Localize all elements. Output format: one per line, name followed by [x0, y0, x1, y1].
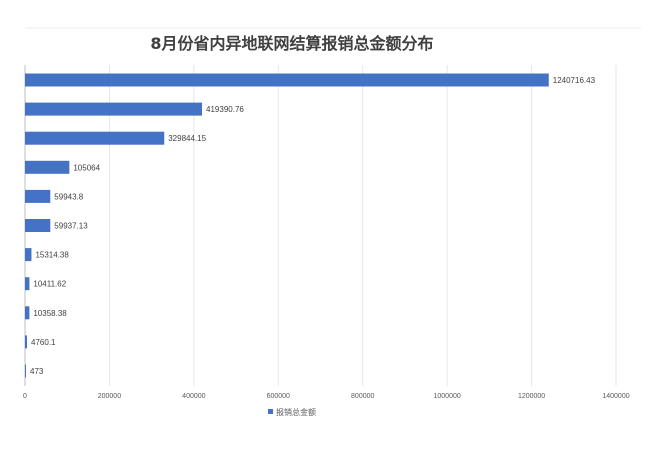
bar: [25, 248, 32, 262]
x-tick-label: 400000: [182, 393, 205, 400]
x-tick-label: 600000: [267, 393, 290, 400]
data-label: 1240716.43: [553, 76, 596, 85]
data-label: 10411.62: [33, 280, 66, 289]
x-tick-label: 800000: [351, 393, 374, 400]
gridlines: [24, 27, 641, 386]
bar: [25, 335, 28, 349]
x-axis-ticks: 0 200000 400000 600000 800000 1000000 1200000 1…: [23, 393, 630, 400]
bar: [25, 102, 203, 116]
bars: 1240716.43 419390.76 329844.15 105064 59943.…: [25, 73, 596, 378]
x-tick-label: 200000: [98, 393, 121, 400]
data-label: 4760.1: [31, 338, 56, 347]
x-tick-label: 1200000: [518, 393, 545, 400]
legend-swatch: [268, 409, 273, 414]
x-tick-label: 1400000: [602, 393, 629, 400]
data-label: 15314.38: [35, 251, 69, 260]
bar: [25, 277, 30, 291]
bar: [25, 160, 70, 174]
data-label: 59943.8: [54, 192, 83, 201]
x-tick-label: 1000000: [434, 393, 461, 400]
bar: [25, 189, 51, 203]
bar: [25, 364, 26, 378]
bar: [25, 73, 549, 87]
chart-title: 8月份省内异地联网结算报销总金额分布: [150, 34, 433, 53]
data-label: 59937.13: [54, 222, 88, 231]
data-label: 473: [30, 367, 44, 376]
bar: [25, 306, 30, 320]
data-label: 10358.38: [33, 309, 67, 318]
bar: [25, 131, 165, 145]
legend-label: 报销总金额: [276, 407, 316, 417]
x-tick-label: 0: [23, 393, 27, 400]
bar: [25, 219, 51, 232]
data-label: 329844.15: [168, 134, 206, 143]
data-label: 105064: [73, 163, 100, 172]
data-label: 419390.76: [206, 105, 244, 114]
legend: 报销总金额: [268, 407, 316, 417]
